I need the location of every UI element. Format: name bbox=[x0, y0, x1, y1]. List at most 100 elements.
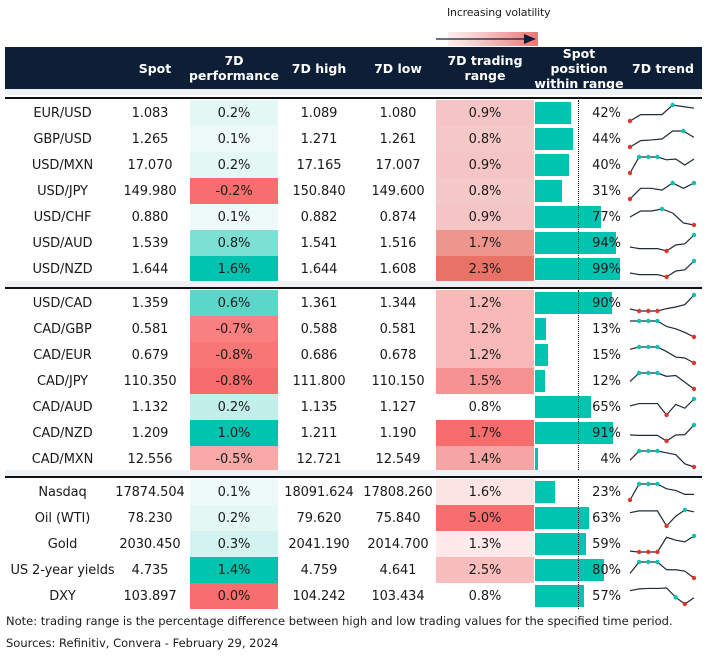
trend-high-marker bbox=[636, 370, 642, 376]
midpoint-guide bbox=[578, 290, 579, 472]
spot-value: 1.209 bbox=[131, 425, 169, 441]
low-value: 1.190 bbox=[379, 425, 417, 441]
col-spot-position: Spot position within range bbox=[534, 46, 624, 91]
footnote: Note: trading range is the percentage di… bbox=[6, 614, 673, 628]
group-separator bbox=[5, 97, 702, 99]
trend-high-marker bbox=[655, 559, 660, 565]
trend-high-marker bbox=[636, 481, 642, 487]
trading-range-value: 0.9% bbox=[436, 152, 534, 178]
trend-low-marker bbox=[627, 144, 633, 150]
trend-sparkline bbox=[629, 396, 697, 418]
spot-value: 78.230 bbox=[127, 510, 173, 526]
trend-line bbox=[629, 260, 695, 278]
trend-sparkline bbox=[629, 587, 695, 607]
trend-high-marker bbox=[655, 154, 660, 160]
trend-high-marker bbox=[670, 180, 675, 186]
high-value: 79.620 bbox=[296, 510, 342, 526]
position-label: 80% bbox=[592, 562, 621, 578]
trend-low-marker bbox=[646, 549, 651, 555]
trend-sparkline bbox=[627, 102, 695, 124]
trend-low-marker bbox=[627, 170, 633, 176]
midpoint-guide bbox=[578, 100, 579, 282]
trend-high-marker bbox=[636, 448, 642, 454]
trend-low-marker bbox=[646, 308, 651, 314]
trend-high-marker bbox=[691, 396, 697, 402]
position-bar bbox=[535, 344, 548, 366]
group-gap bbox=[5, 281, 702, 287]
position-label: 94% bbox=[592, 235, 621, 251]
trend-low-marker bbox=[664, 274, 669, 280]
trend-line bbox=[629, 208, 695, 226]
performance-value: 1.0% bbox=[190, 420, 278, 446]
trading-range-value: 1.6% bbox=[436, 479, 534, 505]
trading-range-value: 0.9% bbox=[436, 100, 534, 126]
spot-value: 149.980 bbox=[123, 183, 177, 199]
trend-low-marker bbox=[691, 222, 697, 228]
col-trading-range: 7D trading range bbox=[436, 47, 534, 89]
table-header: Spot 7D performance 7D high 7D low 7D tr… bbox=[5, 46, 702, 91]
low-value: 1.516 bbox=[379, 235, 417, 251]
trend-line bbox=[629, 561, 695, 579]
trend-sparkline bbox=[627, 180, 697, 202]
trend-high-marker bbox=[646, 370, 651, 376]
performance-value: 0.2% bbox=[190, 100, 278, 126]
trend-high-marker bbox=[691, 292, 697, 298]
trend-line bbox=[629, 346, 695, 364]
trading-range-value: 0.8% bbox=[436, 178, 534, 204]
trend-high-marker bbox=[636, 154, 642, 160]
position-label: 4% bbox=[600, 451, 621, 467]
col-pos-line2: within range bbox=[534, 75, 624, 91]
instrument-name: CAD/EUR bbox=[33, 347, 92, 363]
high-value: 18091.624 bbox=[284, 484, 354, 500]
trend-line bbox=[630, 320, 695, 338]
trend-high-marker bbox=[691, 533, 697, 539]
performance-value: 0.2% bbox=[190, 394, 278, 420]
trend-low-marker bbox=[627, 497, 633, 503]
low-value: 17808.260 bbox=[363, 484, 433, 500]
trading-range-value: 0.8% bbox=[436, 583, 534, 609]
trend-sparkline bbox=[629, 292, 697, 314]
performance-value: -0.8% bbox=[190, 368, 278, 394]
position-label: 90% bbox=[592, 295, 621, 311]
high-value: 111.800 bbox=[292, 373, 346, 389]
position-bar bbox=[535, 258, 621, 280]
trend-high-marker bbox=[691, 232, 697, 238]
trading-range-value: 1.7% bbox=[436, 420, 534, 446]
instrument-name: CAD/AUD bbox=[32, 399, 93, 415]
col-low: 7D low bbox=[360, 47, 436, 89]
col-range-line1: 7D trading bbox=[447, 53, 523, 68]
performance-value: 1.4% bbox=[190, 557, 278, 583]
position-bar bbox=[535, 128, 573, 150]
position-bar bbox=[535, 102, 572, 124]
instrument-name: USD/MXN bbox=[31, 157, 94, 173]
trend-sparkline bbox=[629, 559, 697, 581]
position-label: 15% bbox=[592, 347, 621, 363]
trend-high-marker bbox=[636, 559, 642, 565]
trend-sparkline bbox=[629, 258, 697, 280]
trend-low-marker bbox=[627, 196, 633, 202]
trend-high-marker bbox=[670, 102, 675, 108]
high-value: 0.686 bbox=[300, 347, 338, 363]
trend-high-marker bbox=[655, 481, 660, 487]
spot-value: 4.735 bbox=[131, 562, 169, 578]
instrument-name: GBP/USD bbox=[33, 131, 92, 147]
col-performance: 7D performance bbox=[189, 47, 279, 89]
spot-value: 12.556 bbox=[127, 451, 173, 467]
instrument-name: USD/CAD bbox=[32, 295, 93, 311]
low-value: 149.600 bbox=[371, 183, 425, 199]
trend-high-marker bbox=[681, 128, 686, 134]
trend-line bbox=[629, 294, 695, 312]
col-spot: Spot bbox=[120, 47, 190, 89]
trading-range-value: 0.9% bbox=[436, 204, 534, 230]
high-value: 1.135 bbox=[300, 399, 338, 415]
instrument-name: US 2-year yields bbox=[10, 562, 115, 578]
instrument-name: Nasdaq bbox=[38, 484, 87, 500]
low-value: 1.080 bbox=[379, 105, 417, 121]
legend-label: Increasing volatility bbox=[447, 6, 551, 19]
trend-high-marker bbox=[655, 344, 660, 350]
trend-high-marker bbox=[646, 344, 651, 350]
instrument-name: CAD/GBP bbox=[33, 321, 92, 337]
trading-range-value: 2.5% bbox=[436, 557, 534, 583]
position-bar bbox=[535, 448, 539, 470]
position-label: 77% bbox=[592, 209, 621, 225]
